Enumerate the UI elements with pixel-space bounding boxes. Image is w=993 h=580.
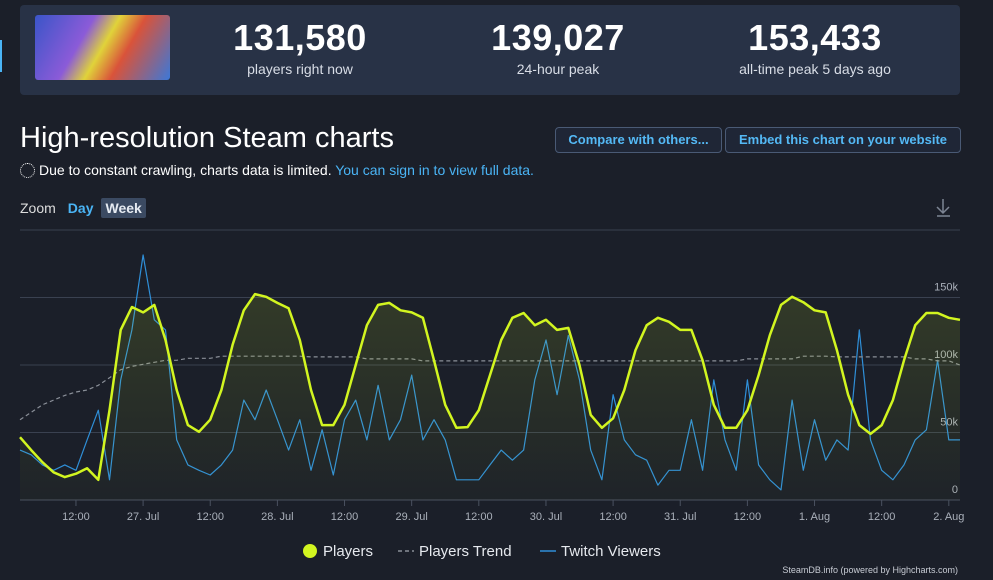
x-tick-label: 31. Jul: [664, 511, 696, 523]
button[interactable]: Compare with others...: [555, 127, 722, 153]
legend-label: Twitch Viewers: [561, 543, 661, 560]
scroll-marker: [0, 40, 2, 72]
x-tick-label: 12:00: [734, 511, 762, 523]
stat: 153,433 all-time peak 5 days ago: [695, 17, 935, 77]
notice: Due to constant crawling, charts data is…: [20, 162, 534, 178]
stat-label: players right now: [247, 61, 353, 77]
credit: SteamDB.info (powered by Highcharts.com): [782, 565, 958, 575]
x-tick-label: 30. Jul: [530, 511, 562, 523]
button[interactable]: Embed this chart on your website: [725, 127, 961, 153]
x-tick-label: 12:00: [599, 511, 627, 523]
stat-value: 139,027: [491, 17, 625, 58]
x-tick-label: 12:00: [465, 511, 493, 523]
heading: High-resolution Steam charts: [20, 122, 394, 154]
legend-item[interactable]: Players: [303, 543, 373, 560]
legend-item[interactable]: Players Trend: [398, 543, 512, 560]
stat-value: 131,580: [233, 17, 367, 58]
legend-label: Players Trend: [419, 543, 512, 560]
zoom-option[interactable]: Day: [67, 200, 94, 216]
y-tick-label: 150k: [934, 282, 958, 294]
x-tick-label: 28. Jul: [261, 511, 293, 523]
stat-label: 24-hour peak: [516, 61, 600, 77]
link[interactable]: You can sign in to view full data.: [335, 162, 534, 178]
zoom-label: Zoom: [20, 200, 56, 216]
icon: [20, 163, 35, 178]
stats-card: 131,580 players right now 139,027 24-hour …: [20, 5, 960, 95]
x-tick-label: 12:00: [62, 511, 90, 523]
x-tick-label: 1. Aug: [799, 511, 830, 523]
x-tick-label: 12:00: [331, 511, 359, 523]
stat-value: 153,433: [748, 17, 882, 58]
x-tick-label: 12:00: [196, 511, 224, 523]
notice-text: Due to constant crawling, charts data is…: [39, 162, 332, 178]
x-tick-label: 2. Aug: [933, 511, 964, 523]
x-tick-label: 27. Jul: [127, 511, 159, 523]
stat: 139,027 24-hour peak: [438, 17, 678, 77]
zoom: Zoom Day Week: [20, 198, 146, 218]
legend-label: Players: [323, 543, 373, 560]
stat: 131,580 players right now: [180, 17, 420, 77]
download-icon[interactable]: [936, 199, 950, 217]
legend-symbol: [303, 544, 317, 558]
x-tick-label: 12:00: [868, 511, 896, 523]
legend-item[interactable]: Twitch Viewers: [540, 543, 661, 560]
stat-label: all-time peak 5 days ago: [739, 61, 891, 77]
zoom-option[interactable]: Week: [101, 198, 146, 218]
x-tick-label: 29. Jul: [395, 511, 427, 523]
game-image: [35, 15, 170, 80]
line: [19, 292, 961, 482]
area: [20, 294, 960, 500]
